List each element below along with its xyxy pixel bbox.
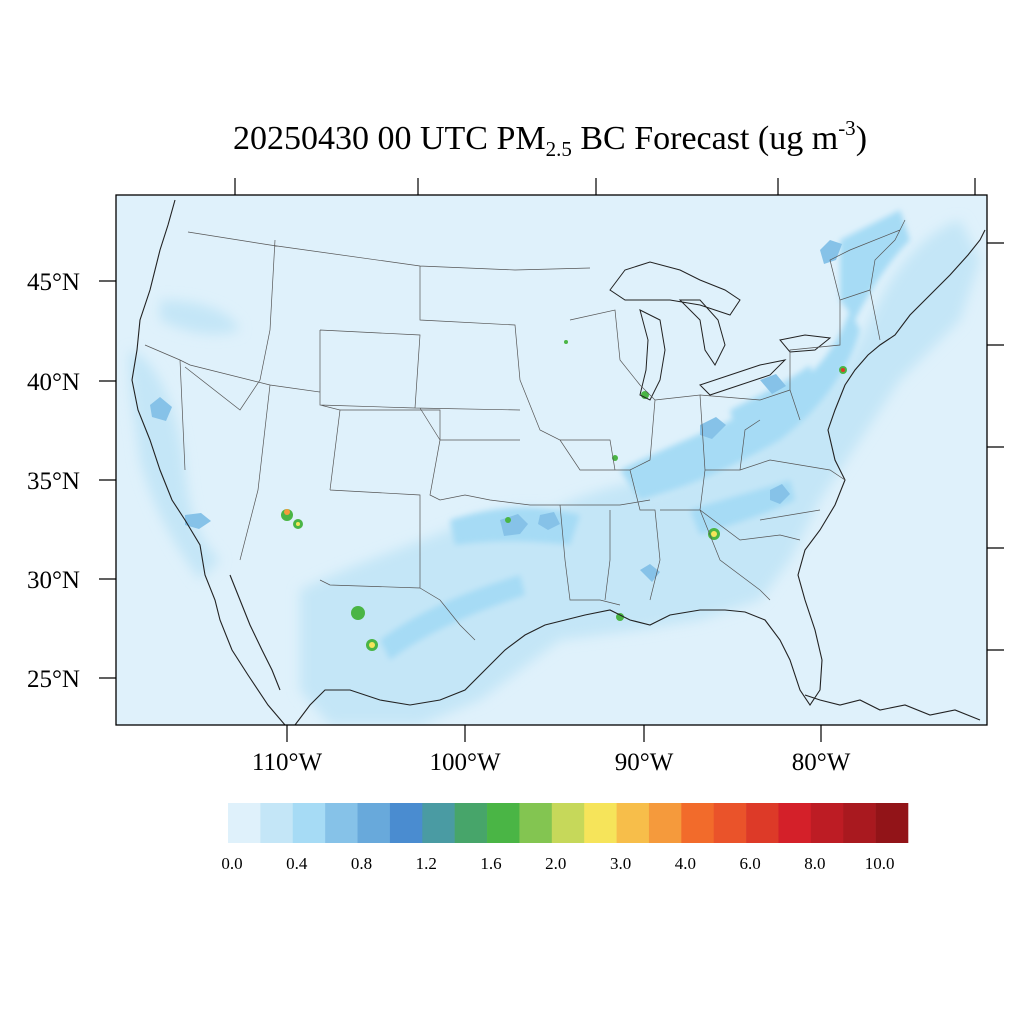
colorbar-swatch-19 bbox=[843, 803, 876, 843]
lat-label-30: 30°N bbox=[27, 567, 80, 594]
hotspot-8 bbox=[711, 531, 717, 537]
colorbar-swatch-12 bbox=[616, 803, 650, 843]
lat-label-25: 25°N bbox=[27, 666, 80, 693]
colorbar-tick-label-3: 1.2 bbox=[416, 854, 437, 873]
map-title: 20250430 00 UTC PM2.5 BC Forecast (ug m-… bbox=[38, 118, 1024, 161]
hotspot-14 bbox=[505, 517, 511, 523]
lat-label-45: 45°N bbox=[27, 269, 80, 296]
lon-label-80: 80°W bbox=[792, 749, 851, 776]
colorbar bbox=[228, 803, 909, 843]
title-superscript: -3 bbox=[838, 116, 856, 140]
colorbar-swatch-0 bbox=[228, 803, 261, 843]
colorbar-tick-label-5: 2.0 bbox=[545, 854, 566, 873]
colorbar-swatch-3 bbox=[325, 803, 358, 843]
hotspot-15 bbox=[564, 340, 568, 344]
colorbar-swatch-18 bbox=[810, 803, 844, 843]
colorbar-tick-label-6: 3.0 bbox=[610, 854, 631, 873]
hotspot-13 bbox=[616, 613, 624, 621]
colorbar-swatch-11 bbox=[584, 803, 617, 843]
great-lakes bbox=[609, 261, 832, 401]
title-middle: BC Forecast (ug m bbox=[571, 120, 839, 157]
colorbar-swatch-4 bbox=[357, 803, 391, 843]
colorbar-tick-label-0: 0.0 bbox=[221, 854, 242, 873]
geography bbox=[131, 199, 986, 725]
colorbar-swatch-14 bbox=[681, 803, 715, 843]
lon-label-100: 100°W bbox=[429, 749, 500, 776]
hotspot-4 bbox=[351, 606, 365, 620]
colorbar-tick-label-9: 8.0 bbox=[804, 854, 825, 873]
colorbar-tick-label-1: 0.4 bbox=[286, 854, 308, 873]
colorbar-swatch-8 bbox=[487, 803, 520, 843]
colorbar-tick-label-10: 10.0 bbox=[865, 854, 895, 873]
colorbar-swatch-17 bbox=[778, 803, 812, 843]
latitude-labels: 45°N 40°N 35°N 30°N 25°N bbox=[27, 269, 80, 693]
colorbar-tick-label-8: 6.0 bbox=[739, 854, 760, 873]
title-prefix: 20250430 00 UTC PM bbox=[232, 120, 546, 157]
colorbar-labels: 0.0 0.4 0.8 1.2 1.6 2.0 3.0 4.0 6.0 8.0 10.0 bbox=[221, 854, 894, 873]
colorbar-swatch-6 bbox=[422, 803, 455, 843]
colorbar-swatch-1 bbox=[260, 803, 294, 843]
colorbar-swatch-13 bbox=[648, 803, 682, 843]
lat-label-40: 40°N bbox=[27, 369, 80, 396]
colorbar-swatch-20 bbox=[875, 803, 909, 843]
colorbar-swatch-16 bbox=[746, 803, 779, 843]
lat-label-35: 35°N bbox=[27, 468, 80, 495]
colorbar-swatch-15 bbox=[713, 803, 747, 843]
lon-label-90: 90°W bbox=[615, 749, 674, 776]
hotspot-10 bbox=[841, 368, 845, 372]
coastline bbox=[131, 199, 986, 725]
colorbar-swatch-9 bbox=[519, 803, 553, 843]
colorbar-tick-label-2: 0.8 bbox=[351, 854, 372, 873]
colorbar-tick-label-4: 1.6 bbox=[480, 854, 501, 873]
title-suffix: ) bbox=[855, 120, 868, 157]
axis-ticks bbox=[99, 178, 1004, 742]
longitude-labels: 110°W 100°W 90°W 80°W bbox=[252, 749, 851, 776]
lon-label-110: 110°W bbox=[252, 749, 323, 776]
hotspot-3 bbox=[296, 522, 300, 526]
colorbar-swatch-2 bbox=[292, 803, 326, 843]
colorbar-tick-label-7: 4.0 bbox=[675, 854, 696, 873]
hotspot-6 bbox=[369, 642, 375, 648]
colorbar-swatch-7 bbox=[454, 803, 488, 843]
colorbar-swatch-5 bbox=[389, 803, 423, 843]
map-frame bbox=[115, 194, 988, 726]
concentration-field bbox=[129, 210, 980, 725]
state-borders bbox=[144, 219, 906, 641]
hotspot-1 bbox=[284, 509, 290, 515]
colorbar-swatch-10 bbox=[551, 803, 585, 843]
title-subscript: 2.5 bbox=[545, 137, 572, 161]
